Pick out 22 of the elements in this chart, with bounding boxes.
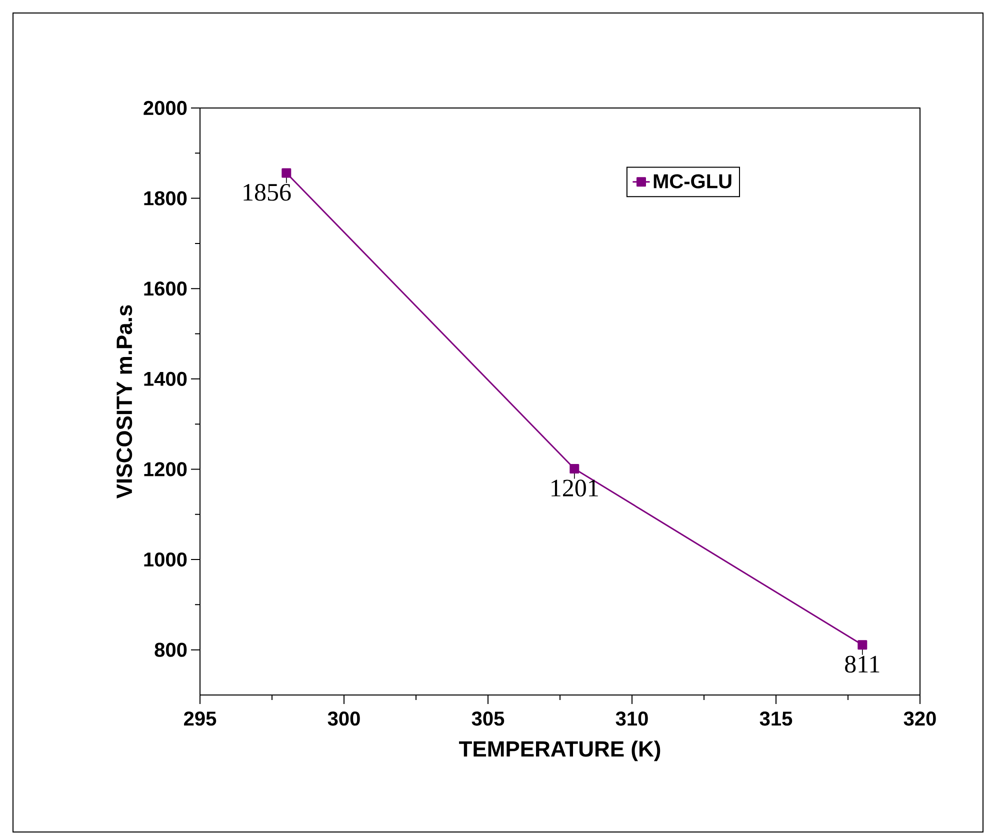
y-tick-label: 1400	[144, 372, 187, 386]
y-axis-title: VISCOSITY m.Pa.s	[116, 305, 132, 499]
x-tick-label: 310	[616, 712, 648, 726]
y-tick-label: 1200	[144, 462, 187, 476]
y-tick-label: 800	[154, 642, 187, 657]
data-label: 1201	[552, 480, 598, 497]
point	[282, 168, 292, 178]
x-tick-label: 295	[184, 712, 216, 726]
data-label: 1856	[244, 184, 291, 201]
x-tick-label: 315	[760, 712, 792, 726]
legend-label: MC-GLU	[654, 174, 732, 188]
x-tick-label: 305	[472, 712, 504, 726]
y-tick-label: 1800	[144, 191, 187, 206]
x-axis-title: TEMPERATURE (K)	[459, 740, 660, 762]
y-tick-label: 1600	[144, 282, 187, 296]
point	[858, 640, 868, 650]
y-tick-label: 1000	[144, 552, 187, 567]
x-tick-label: 300	[328, 712, 360, 726]
y-tick-label: 2000	[144, 100, 187, 116]
point	[570, 464, 580, 474]
x-tick-label: 320	[904, 712, 936, 726]
data-label: 811	[845, 656, 880, 673]
